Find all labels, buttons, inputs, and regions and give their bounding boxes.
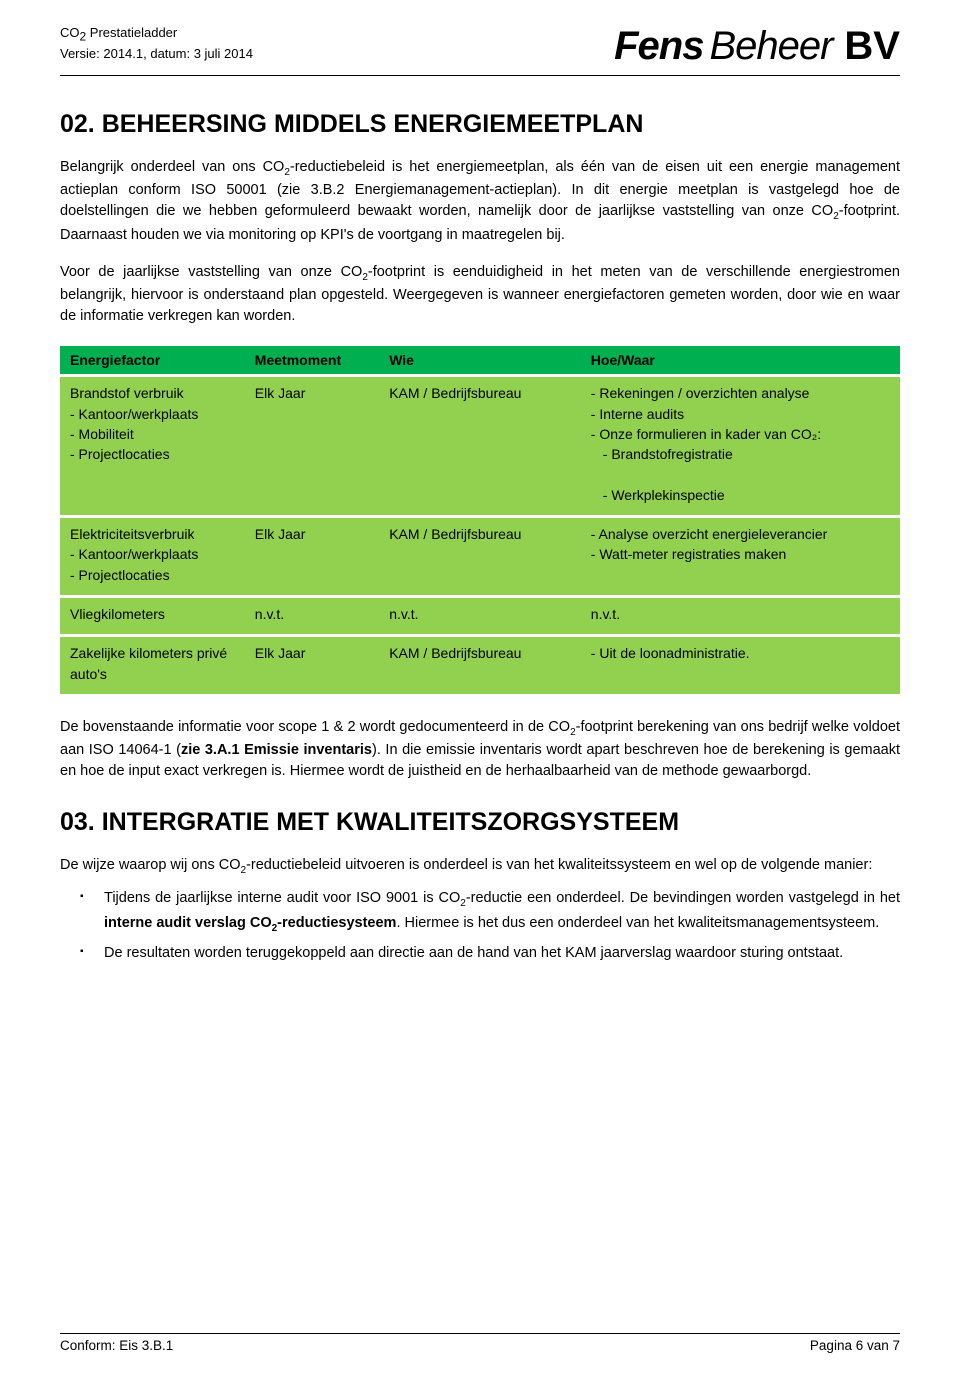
section-02-title: 02. BEHEERSING MIDDELS ENERGIEMEETPLAN [60,110,900,139]
cell-energiefactor: Vliegkilometers [60,598,245,634]
footer-left: Conform: Eis 3.B.1 [60,1338,173,1353]
cell-wie: n.v.t. [379,598,581,634]
cell-meetmoment: n.v.t. [245,598,379,634]
page-footer: Conform: Eis 3.B.1 Pagina 6 van 7 [60,1333,900,1353]
cell-energiefactor: Brandstof verbruik- Kantoor/werkplaats- … [60,377,245,515]
th-hoewaar: Hoe/Waar [581,346,900,374]
section-02-para2: Voor de jaarlijkse vaststelling van onze… [60,262,900,327]
cell-meetmoment: Elk Jaar [245,377,379,515]
th-wie: Wie [379,346,581,374]
section-02-para1: Belangrijk onderdeel van ons CO2-reducti… [60,157,900,246]
doc-title: CO2 Prestatieladder [60,24,253,45]
table-header-row: Energiefactor Meetmoment Wie Hoe/Waar [60,346,900,374]
energiefactor-table: Energiefactor Meetmoment Wie Hoe/Waar Br… [60,343,900,697]
cell-hoewaar: - Rekeningen / overzichten analyse- Inte… [581,377,900,515]
doc-title-pre: CO [60,25,80,40]
table-row: Brandstof verbruik- Kantoor/werkplaats- … [60,377,900,515]
table-row: Vliegkilometersn.v.t.n.v.t.n.v.t. [60,598,900,634]
doc-version: Versie: 2014.1, datum: 3 juli 2014 [60,45,253,63]
cell-meetmoment: Elk Jaar [245,637,379,694]
table-row: Elektriciteitsverbruik- Kantoor/werkplaa… [60,518,900,595]
table-row: Zakelijke kilometers privé auto'sElk Jaa… [60,637,900,694]
logo-beheer: Beheer [709,24,832,69]
cell-hoewaar: - Analyse overzicht energieleverancier- … [581,518,900,595]
section-03-bullets: Tijdens de jaarlijkse interne audit voor… [60,887,900,966]
footer-right: Pagina 6 van 7 [810,1338,900,1353]
cell-hoewaar: n.v.t. [581,598,900,634]
cell-energiefactor: Zakelijke kilometers privé auto's [60,637,245,694]
company-logo: FensBeheer BV [614,24,900,69]
table-body: Brandstof verbruik- Kantoor/werkplaats- … [60,377,900,694]
section-02-after-para: De bovenstaande informatie voor scope 1 … [60,717,900,782]
section-03-intro: De wijze waarop wij ons CO2-reductiebele… [60,855,900,878]
section-03-title: 03. INTERGRATIE MET KWALITEITSZORGSYSTEE… [60,808,900,837]
doc-title-post: Prestatieladder [86,25,177,40]
bullet-2: De resultaten worden teruggekoppeld aan … [104,942,900,965]
cell-wie: KAM / Bedrijfsbureau [379,518,581,595]
logo-fens: Fens [614,24,703,69]
cell-energiefactor: Elektriciteitsverbruik- Kantoor/werkplaa… [60,518,245,595]
cell-hoewaar: - Uit de loonadministratie. [581,637,900,694]
cell-wie: KAM / Bedrijfsbureau [379,637,581,694]
th-energiefactor: Energiefactor [60,346,245,374]
bullet-1: Tijdens de jaarlijkse interne audit voor… [104,887,900,937]
cell-meetmoment: Elk Jaar [245,518,379,595]
cell-wie: KAM / Bedrijfsbureau [379,377,581,515]
logo-bv: BV [844,24,900,69]
header-left: CO2 Prestatieladder Versie: 2014.1, datu… [60,24,253,64]
th-meetmoment: Meetmoment [245,346,379,374]
page-header: CO2 Prestatieladder Versie: 2014.1, datu… [60,24,900,76]
